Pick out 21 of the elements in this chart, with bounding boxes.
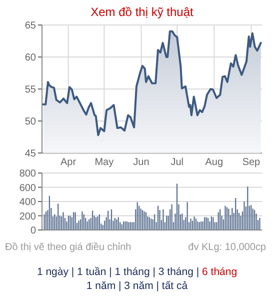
text: đv KLg: 10,000cp (188, 242, 266, 253)
y-tick-label: 800 (19, 168, 36, 180)
y-tick-label: 0 (30, 226, 36, 236)
y-tick-label: 55 (24, 84, 36, 96)
text: Đồ thị vẽ theo giá điều chỉnh (5, 242, 132, 253)
y-tick-label: 400 (19, 197, 36, 208)
x-tick-label: Apr (60, 157, 77, 168)
text: 1 ngày | 1 tuần | 1 tháng | 3 tháng | 6 tháng (36, 266, 238, 278)
y-tick-label: 45 (24, 148, 36, 160)
text: 1 năm | 3 năm | tất cả (86, 280, 188, 292)
y-tick-label: 60 (24, 52, 36, 64)
y-tick-label: 65 (24, 20, 36, 32)
x-tick-label: Jul (170, 157, 184, 168)
y-tick-label: 600 (19, 182, 36, 194)
chart-title: Xem đồ thị kỹ thuật (90, 5, 194, 19)
x-tick-label: Sep (242, 157, 261, 168)
x-tick-label: May (94, 157, 114, 168)
x-tick-label: Aug (205, 157, 224, 168)
y-tick-label: 200 (19, 211, 36, 222)
x-tick-label: Jun (133, 157, 150, 168)
y-tick-label: 50 (24, 116, 36, 128)
